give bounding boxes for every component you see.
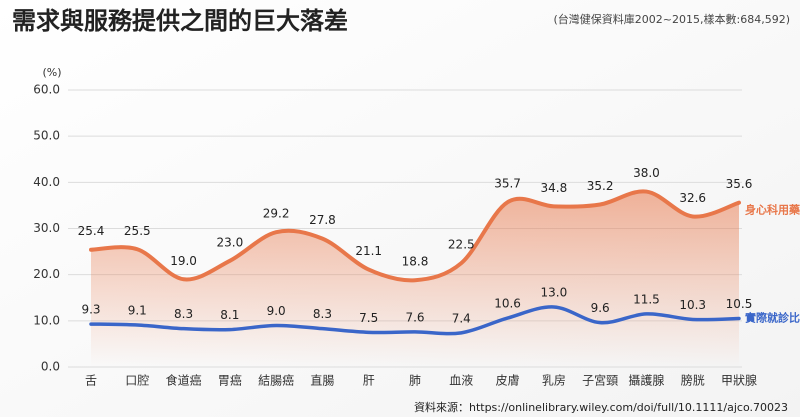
- data-label: 34.8: [540, 181, 567, 195]
- data-label: 7.5: [359, 311, 378, 325]
- data-label: 9.1: [128, 303, 147, 317]
- data-label: 7.4: [452, 311, 471, 325]
- plot-area: 0.0 10.0 20.0 30.0 40.0 50.0 60.0 舌 口腔 食道癌 胃癌 結腸癌 直腸…: [33, 83, 800, 388]
- data-label: 38.0: [633, 166, 660, 180]
- x-tick-label: 乳房: [542, 373, 566, 388]
- data-label: 25.4: [78, 224, 105, 238]
- chart-subtitle: (台灣健保資料庫2002~2015,樣本數:684,592): [554, 12, 790, 26]
- data-label: 29.2: [263, 207, 290, 221]
- y-tick-label: 20.0: [33, 267, 60, 281]
- y-tick-label: 30.0: [33, 221, 60, 235]
- y-unit: (%): [42, 66, 61, 79]
- line: [89, 305, 741, 336]
- y-tick-label: 50.0: [33, 129, 60, 143]
- x-tick-label: 胃癌: [218, 373, 242, 388]
- area: [91, 191, 739, 367]
- data-label: 23.0: [216, 235, 243, 249]
- data-label: 10.3: [679, 298, 706, 312]
- x-tick-label: 膀胱: [681, 373, 705, 388]
- source: 資料來源：https://onlinelibrary.wiley.com/doi…: [414, 400, 788, 414]
- data-label: 9.0: [267, 304, 286, 318]
- legend-label: 身心科用藥比例: [745, 203, 800, 217]
- line: [89, 189, 741, 283]
- y-tick-label: 60.0: [33, 83, 60, 97]
- x-tick-label: 舌: [85, 374, 97, 388]
- x-tick-label: 肺: [409, 374, 421, 388]
- x-tick-label: 口腔: [125, 373, 149, 388]
- x-tick-label: 攝護腺: [628, 373, 664, 388]
- x-tick-label: 子宮頸: [582, 373, 618, 388]
- y-tick-label: 40.0: [33, 175, 60, 189]
- data-label: 32.6: [679, 191, 706, 205]
- y-tick-label: 0.0: [41, 360, 60, 374]
- chart-title: 需求與服務提供之間的巨大落差: [12, 7, 348, 35]
- data-label: 7.6: [405, 310, 424, 324]
- x-tick-label: 直腸: [310, 374, 334, 388]
- x-tick-label: 血液: [449, 373, 473, 388]
- data-label: 8.1: [220, 308, 239, 322]
- data-label: 11.5: [633, 292, 660, 306]
- data-label: 13.0: [540, 285, 567, 299]
- x-tick-label: 結腸癌: [258, 373, 294, 388]
- x-tick-label: 肝: [363, 374, 375, 388]
- x-tick-label: 甲狀腺: [721, 374, 757, 388]
- x-tick-label: 皮膚: [496, 373, 520, 388]
- data-label: 35.2: [587, 179, 614, 193]
- data-label: 8.3: [313, 307, 332, 321]
- data-label: 35.7: [494, 177, 521, 191]
- data-label: 9.6: [591, 301, 610, 315]
- data-label: 10.5: [726, 297, 753, 311]
- legend-label: 實際就診比例: [745, 311, 800, 325]
- data-label: 21.1: [355, 244, 382, 258]
- data-label: 25.5: [124, 224, 151, 238]
- x-tick-label: 食道癌: [166, 373, 202, 388]
- data-label: 19.0: [170, 254, 197, 268]
- data-label: 27.8: [309, 213, 336, 227]
- data-label: 8.3: [174, 307, 193, 321]
- data-label: 10.6: [494, 297, 521, 311]
- data-label: 35.6: [726, 177, 753, 191]
- y-tick-label: 10.0: [33, 313, 60, 327]
- data-label: 18.8: [402, 255, 429, 269]
- data-label: 22.5: [448, 238, 475, 252]
- data-label: 9.3: [81, 303, 100, 317]
